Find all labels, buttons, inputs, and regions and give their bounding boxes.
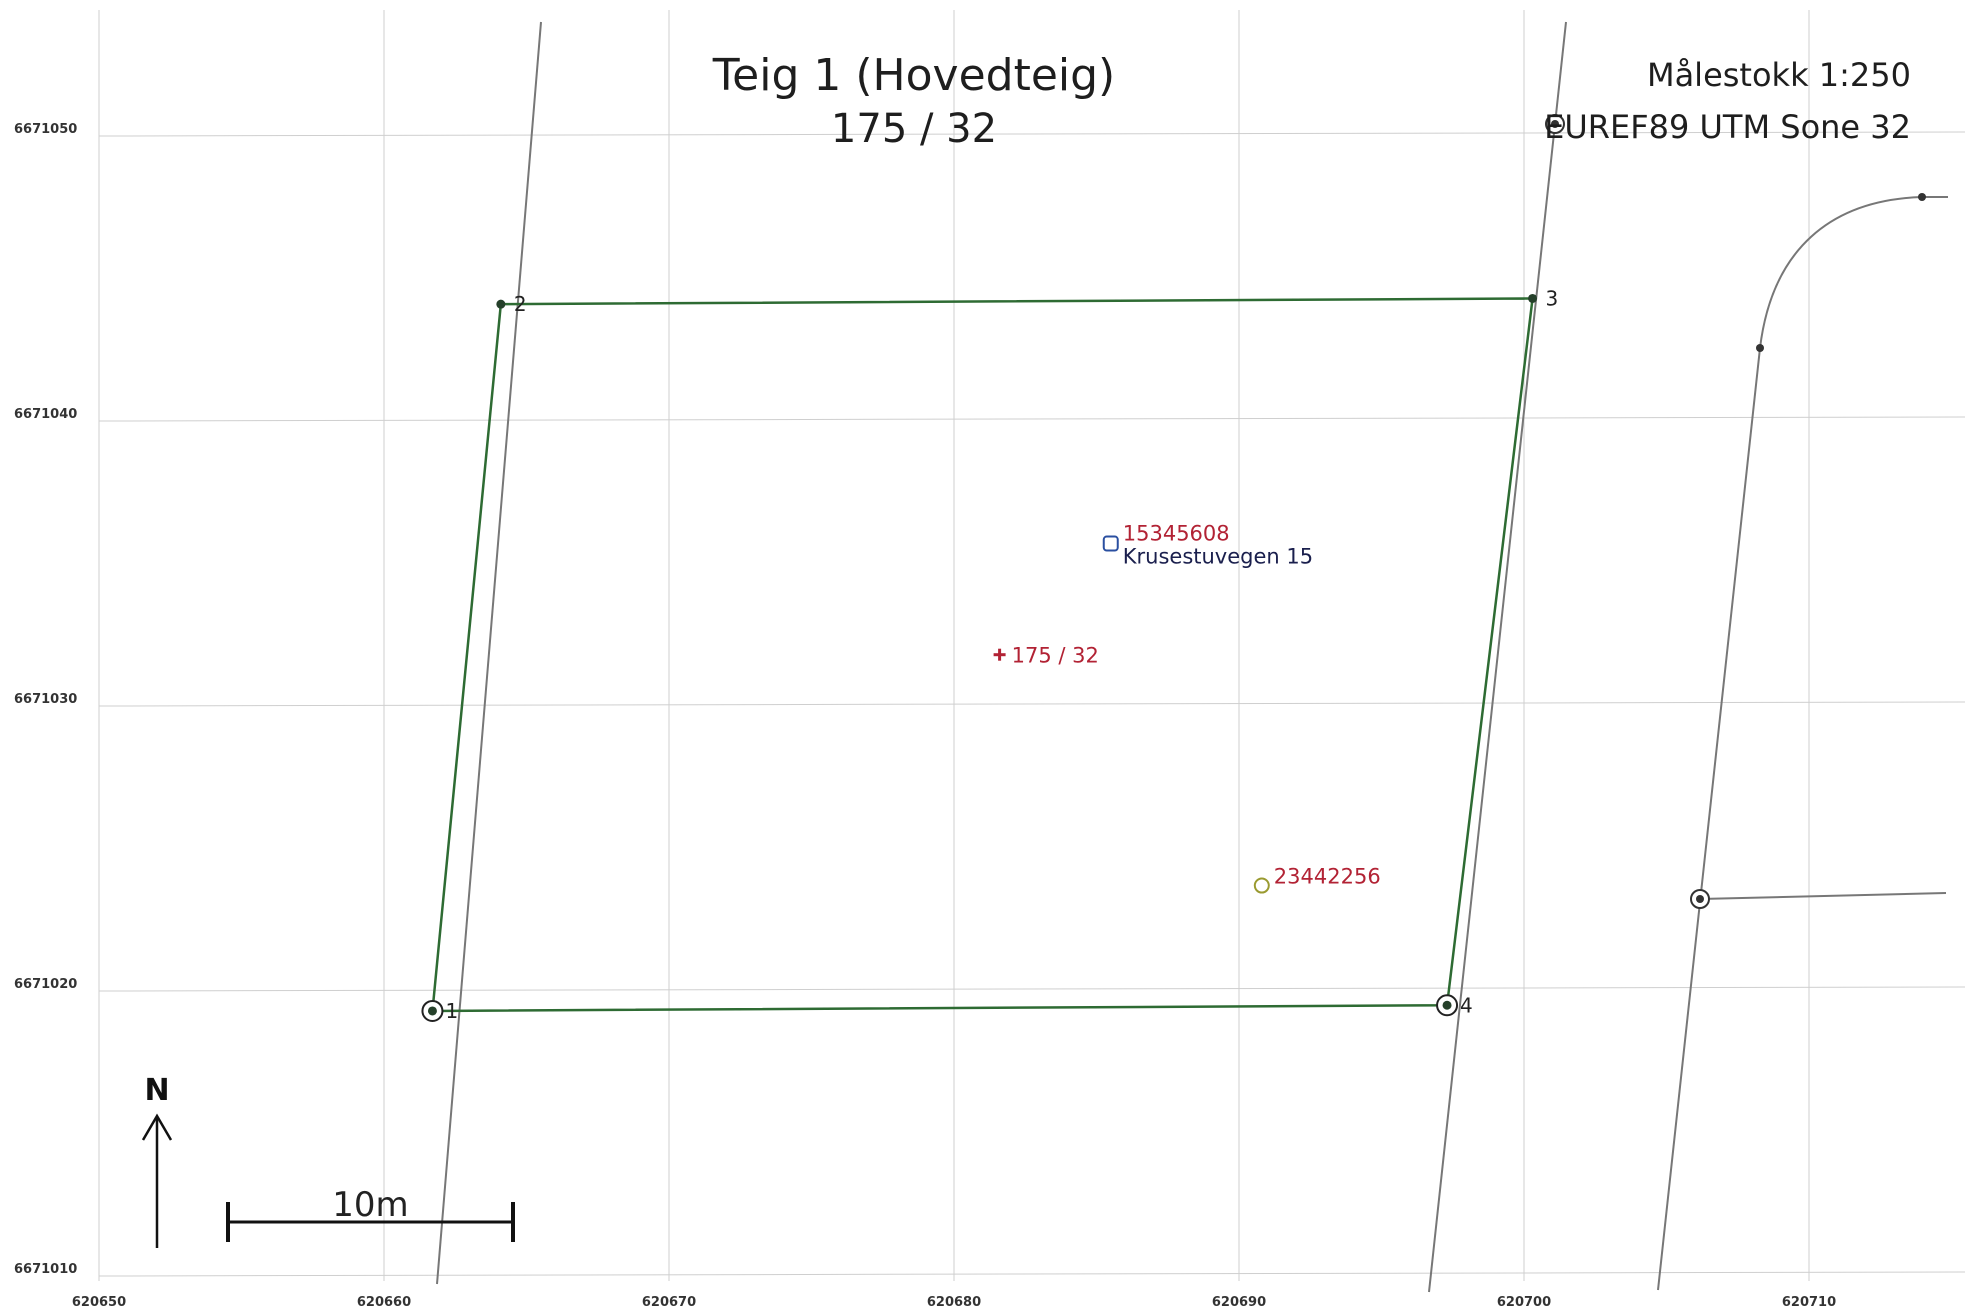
grid-line-horizontal: [98, 1271, 1965, 1277]
neighbor-line-west: [436, 21, 542, 1285]
grid-label-easting: 620690: [1212, 1295, 1266, 1310]
building-point-icon: [1102, 535, 1119, 552]
building-address-label: Krusestuvegen 15: [1123, 545, 1313, 569]
boundary-point-label: 3: [1546, 286, 1559, 310]
grid-label-easting: 620650: [72, 1295, 126, 1310]
scale-bar-label: 10m: [332, 1185, 408, 1225]
north-arrow-icon: [141, 1113, 173, 1141]
grid-line-horizontal: [98, 986, 1965, 992]
coordinate-grid-labels: 620650 620660 620670 620680 620690 620700 6207…: [14, 122, 1836, 1310]
map-scale-text: Målestokk 1:250: [1646, 56, 1911, 94]
scale-bar: 10m: [226, 1185, 515, 1242]
neighbor-point: [1756, 344, 1764, 352]
neighbor-line-east-branch: [1699, 892, 1947, 900]
map-subtitle: 175 / 32: [830, 106, 998, 152]
boundary-point-label: 2: [514, 292, 527, 316]
grid-label-easting: 620670: [642, 1295, 696, 1310]
point-feature-icon: [1253, 877, 1270, 894]
grid-label-northing: 6671010: [14, 1262, 77, 1277]
boundary-point-label: 4: [1460, 993, 1473, 1017]
coordinate-grid: [98, 10, 1965, 1281]
boundary-point: [1442, 1000, 1452, 1010]
building-id-label: 15345608: [1123, 522, 1230, 546]
boundary-point-label: 1: [445, 999, 458, 1023]
neighbor-boundaries: [436, 21, 1948, 1293]
grid-label-easting: 620680: [927, 1295, 981, 1310]
north-arrow-label: N: [144, 1073, 169, 1108]
boundary-point: [1528, 293, 1538, 303]
grid-label-northing: 6671020: [14, 977, 77, 992]
grid-label-easting: 620710: [1782, 1295, 1836, 1310]
parcel-outline: [431, 297, 1534, 1013]
grid-line-horizontal: [98, 416, 1965, 422]
grid-label-easting: 620660: [357, 1295, 411, 1310]
boundary-point: [496, 299, 506, 309]
grid-line-horizontal: [98, 701, 1965, 707]
road-curve: [1759, 196, 1948, 349]
grid-label-northing: 6671050: [14, 122, 77, 137]
neighbor-survey-marker-dot: [1551, 120, 1559, 128]
neighbor-survey-marker-dot: [1696, 895, 1704, 903]
grid-label-easting: 620700: [1497, 1295, 1551, 1310]
parcel-number-label: 175 / 32: [1012, 644, 1099, 668]
neighbor-line-east: [1657, 347, 1761, 1291]
coordinate-system-text: EUREF89 UTM Sone 32: [1544, 108, 1911, 146]
map-title: Teig 1 (Hovedteig): [712, 50, 1116, 101]
grid-label-northing: 6671040: [14, 407, 77, 422]
boundary-point: [427, 1006, 437, 1016]
north-arrow: N: [141, 1073, 173, 1248]
neighbor-line-mid: [1428, 21, 1567, 1293]
grid-label-northing: 6671030: [14, 692, 77, 707]
neighbor-point: [1918, 193, 1926, 201]
grid-line-horizontal: [98, 131, 1965, 137]
parcel-boundary[interactable]: 1 2 3 4: [421, 286, 1559, 1023]
point-feature-label: 23442256: [1274, 865, 1381, 889]
